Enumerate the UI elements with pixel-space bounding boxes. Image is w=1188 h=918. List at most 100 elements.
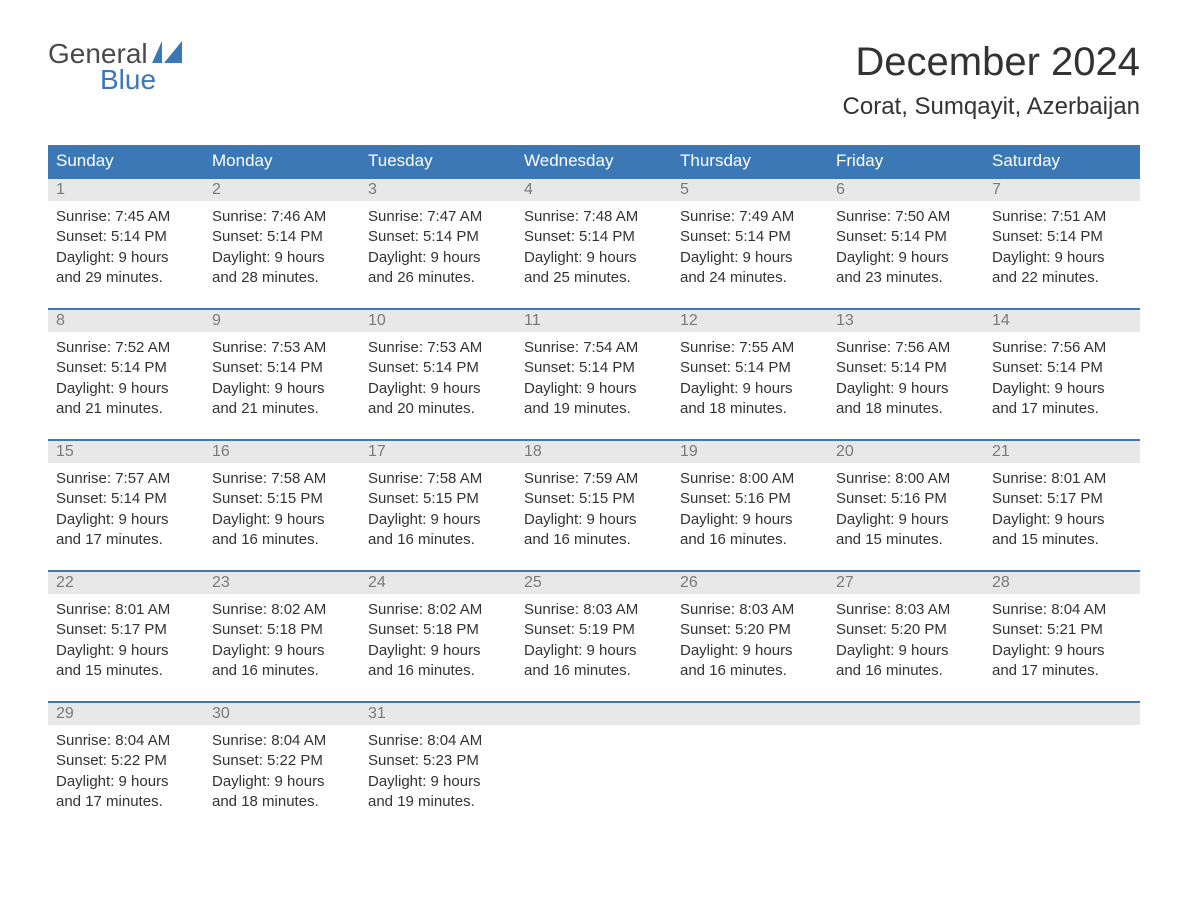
sunrise-line: Sunrise: 8:04 AM bbox=[212, 731, 352, 751]
day-details: Sunrise: 8:04 AMSunset: 5:22 PMDaylight:… bbox=[204, 725, 360, 814]
sunrise-line: Sunrise: 8:02 AM bbox=[212, 600, 352, 620]
day-cell: 27Sunrise: 8:03 AMSunset: 5:20 PMDayligh… bbox=[828, 572, 984, 683]
day-details: Sunrise: 7:53 AMSunset: 5:14 PMDaylight:… bbox=[360, 332, 516, 421]
day-cell: 31Sunrise: 8:04 AMSunset: 5:23 PMDayligh… bbox=[360, 703, 516, 814]
day-cell bbox=[516, 703, 672, 814]
sunset-line: Sunset: 5:15 PM bbox=[212, 489, 352, 509]
daylight-line: Daylight: 9 hours and 17 minutes. bbox=[992, 641, 1132, 682]
day-cell: 4Sunrise: 7:48 AMSunset: 5:14 PMDaylight… bbox=[516, 179, 672, 290]
sunrise-line: Sunrise: 8:00 AM bbox=[836, 469, 976, 489]
day-number: 1 bbox=[48, 179, 204, 201]
day-header-friday: Friday bbox=[828, 145, 984, 177]
day-details: Sunrise: 7:58 AMSunset: 5:15 PMDaylight:… bbox=[204, 463, 360, 552]
week-row: 8Sunrise: 7:52 AMSunset: 5:14 PMDaylight… bbox=[48, 308, 1140, 421]
daylight-line: Daylight: 9 hours and 16 minutes. bbox=[680, 641, 820, 682]
day-number: 5 bbox=[672, 179, 828, 201]
day-number: 29 bbox=[48, 703, 204, 725]
sunset-line: Sunset: 5:14 PM bbox=[56, 227, 196, 247]
sunset-line: Sunset: 5:14 PM bbox=[524, 358, 664, 378]
daylight-line: Daylight: 9 hours and 24 minutes. bbox=[680, 248, 820, 289]
day-number: 21 bbox=[984, 441, 1140, 463]
sunrise-line: Sunrise: 7:58 AM bbox=[368, 469, 508, 489]
logo: General Blue bbox=[48, 40, 188, 94]
sunrise-line: Sunrise: 7:57 AM bbox=[56, 469, 196, 489]
day-details: Sunrise: 8:03 AMSunset: 5:20 PMDaylight:… bbox=[672, 594, 828, 683]
day-header-thursday: Thursday bbox=[672, 145, 828, 177]
day-cell: 14Sunrise: 7:56 AMSunset: 5:14 PMDayligh… bbox=[984, 310, 1140, 421]
daylight-line: Daylight: 9 hours and 21 minutes. bbox=[212, 379, 352, 420]
day-details: Sunrise: 8:02 AMSunset: 5:18 PMDaylight:… bbox=[360, 594, 516, 683]
day-cell: 29Sunrise: 8:04 AMSunset: 5:22 PMDayligh… bbox=[48, 703, 204, 814]
sunset-line: Sunset: 5:22 PM bbox=[56, 751, 196, 771]
day-cell: 2Sunrise: 7:46 AMSunset: 5:14 PMDaylight… bbox=[204, 179, 360, 290]
daylight-line: Daylight: 9 hours and 18 minutes. bbox=[836, 379, 976, 420]
day-cell: 26Sunrise: 8:03 AMSunset: 5:20 PMDayligh… bbox=[672, 572, 828, 683]
logo-flag-icon bbox=[152, 41, 188, 67]
day-number: 3 bbox=[360, 179, 516, 201]
daylight-line: Daylight: 9 hours and 28 minutes. bbox=[212, 248, 352, 289]
sunset-line: Sunset: 5:14 PM bbox=[212, 358, 352, 378]
daylight-line: Daylight: 9 hours and 19 minutes. bbox=[368, 772, 508, 813]
sunset-line: Sunset: 5:17 PM bbox=[56, 620, 196, 640]
daylight-line: Daylight: 9 hours and 25 minutes. bbox=[524, 248, 664, 289]
week-row: 1Sunrise: 7:45 AMSunset: 5:14 PMDaylight… bbox=[48, 177, 1140, 290]
sunrise-line: Sunrise: 7:46 AM bbox=[212, 207, 352, 227]
sunrise-line: Sunrise: 8:04 AM bbox=[368, 731, 508, 751]
sunset-line: Sunset: 5:14 PM bbox=[992, 227, 1132, 247]
day-number: 30 bbox=[204, 703, 360, 725]
daylight-line: Daylight: 9 hours and 17 minutes. bbox=[56, 510, 196, 551]
location-subtitle: Corat, Sumqayit, Azerbaijan bbox=[843, 93, 1140, 121]
daylight-line: Daylight: 9 hours and 18 minutes. bbox=[212, 772, 352, 813]
daylight-line: Daylight: 9 hours and 19 minutes. bbox=[524, 379, 664, 420]
day-header-wednesday: Wednesday bbox=[516, 145, 672, 177]
sunrise-line: Sunrise: 8:04 AM bbox=[56, 731, 196, 751]
sunset-line: Sunset: 5:18 PM bbox=[368, 620, 508, 640]
sunset-line: Sunset: 5:14 PM bbox=[368, 227, 508, 247]
day-number-empty bbox=[828, 703, 984, 725]
daylight-line: Daylight: 9 hours and 16 minutes. bbox=[524, 641, 664, 682]
day-details: Sunrise: 7:56 AMSunset: 5:14 PMDaylight:… bbox=[828, 332, 984, 421]
sunrise-line: Sunrise: 7:45 AM bbox=[56, 207, 196, 227]
day-details: Sunrise: 7:45 AMSunset: 5:14 PMDaylight:… bbox=[48, 201, 204, 290]
day-header-sunday: Sunday bbox=[48, 145, 204, 177]
page-header: General Blue December 2024 Corat, Sumqay… bbox=[48, 40, 1140, 121]
day-number: 13 bbox=[828, 310, 984, 332]
sunrise-line: Sunrise: 8:00 AM bbox=[680, 469, 820, 489]
sunset-line: Sunset: 5:14 PM bbox=[524, 227, 664, 247]
day-header-row: Sunday Monday Tuesday Wednesday Thursday… bbox=[48, 145, 1140, 177]
day-cell: 22Sunrise: 8:01 AMSunset: 5:17 PMDayligh… bbox=[48, 572, 204, 683]
daylight-line: Daylight: 9 hours and 29 minutes. bbox=[56, 248, 196, 289]
daylight-line: Daylight: 9 hours and 16 minutes. bbox=[368, 641, 508, 682]
day-cell: 7Sunrise: 7:51 AMSunset: 5:14 PMDaylight… bbox=[984, 179, 1140, 290]
sunset-line: Sunset: 5:19 PM bbox=[524, 620, 664, 640]
daylight-line: Daylight: 9 hours and 16 minutes. bbox=[212, 510, 352, 551]
day-cell bbox=[672, 703, 828, 814]
day-number: 24 bbox=[360, 572, 516, 594]
day-cell: 23Sunrise: 8:02 AMSunset: 5:18 PMDayligh… bbox=[204, 572, 360, 683]
daylight-line: Daylight: 9 hours and 15 minutes. bbox=[56, 641, 196, 682]
month-title: December 2024 bbox=[843, 40, 1140, 85]
sunset-line: Sunset: 5:15 PM bbox=[524, 489, 664, 509]
day-number: 11 bbox=[516, 310, 672, 332]
day-number: 27 bbox=[828, 572, 984, 594]
sunrise-line: Sunrise: 7:58 AM bbox=[212, 469, 352, 489]
sunset-line: Sunset: 5:20 PM bbox=[836, 620, 976, 640]
sunset-line: Sunset: 5:20 PM bbox=[680, 620, 820, 640]
sunrise-line: Sunrise: 8:01 AM bbox=[992, 469, 1132, 489]
day-number: 2 bbox=[204, 179, 360, 201]
day-details: Sunrise: 7:58 AMSunset: 5:15 PMDaylight:… bbox=[360, 463, 516, 552]
sunset-line: Sunset: 5:14 PM bbox=[56, 358, 196, 378]
day-cell bbox=[828, 703, 984, 814]
day-details: Sunrise: 8:01 AMSunset: 5:17 PMDaylight:… bbox=[48, 594, 204, 683]
day-details: Sunrise: 8:04 AMSunset: 5:21 PMDaylight:… bbox=[984, 594, 1140, 683]
day-number: 26 bbox=[672, 572, 828, 594]
day-cell: 15Sunrise: 7:57 AMSunset: 5:14 PMDayligh… bbox=[48, 441, 204, 552]
day-number: 4 bbox=[516, 179, 672, 201]
day-details: Sunrise: 8:02 AMSunset: 5:18 PMDaylight:… bbox=[204, 594, 360, 683]
day-number: 14 bbox=[984, 310, 1140, 332]
daylight-line: Daylight: 9 hours and 15 minutes. bbox=[992, 510, 1132, 551]
daylight-line: Daylight: 9 hours and 16 minutes. bbox=[524, 510, 664, 551]
sunrise-line: Sunrise: 7:54 AM bbox=[524, 338, 664, 358]
day-number: 23 bbox=[204, 572, 360, 594]
day-cell: 19Sunrise: 8:00 AMSunset: 5:16 PMDayligh… bbox=[672, 441, 828, 552]
